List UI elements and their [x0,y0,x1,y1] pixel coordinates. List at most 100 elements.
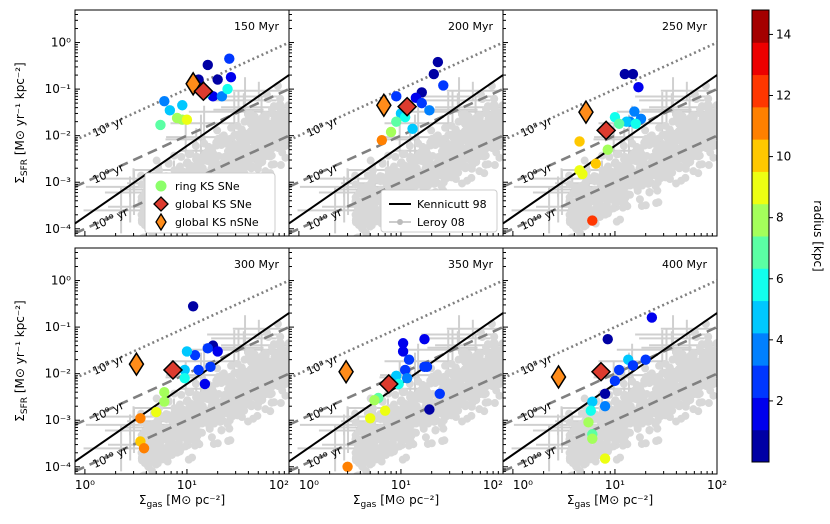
leroy-point [270,353,279,362]
leroy-point [200,388,209,397]
leroy-point [447,121,456,130]
ring-point [379,405,391,416]
ring-point [438,80,449,91]
global-sne-marker [397,96,418,117]
leroy-point [200,150,209,159]
leroy-point [577,409,586,418]
leroy-point [589,206,598,215]
leroy-point [475,116,484,125]
leroy-point [244,110,253,119]
leroy-point [703,369,712,378]
leroy-point [275,369,284,378]
leroy-point [235,382,244,391]
leroy-point [398,455,407,464]
leroy-point [281,379,289,388]
leroy-point [354,471,362,474]
leroy-point [419,419,428,428]
leroy-point [494,111,503,120]
leroy-point [677,414,686,423]
leroy-point [354,447,363,456]
leroy-point [367,459,376,468]
leroy-point [235,144,244,153]
ring-point [627,360,639,371]
leroy-point [225,424,234,433]
leroy-point [224,377,233,386]
leroy-point [426,379,435,388]
depletion-line-1 [289,41,503,142]
leroy-point [565,239,573,247]
leroy-point [153,459,162,468]
leroy-point [637,149,646,158]
leroy-point [480,152,489,161]
leroy-point [637,387,646,396]
leroy-point [400,388,409,397]
leroy-point [687,369,696,378]
leroy-point [480,407,489,416]
leroy-point [191,141,200,150]
leroy-point [140,471,148,474]
leroy-point [241,400,250,409]
leroy-point [663,382,672,391]
leroy-point [412,419,421,428]
leroy-point [456,137,465,146]
y-tick-label: 10⁻² [45,367,72,381]
leroy-point [645,188,654,197]
leroy-point [364,208,373,217]
leroy-point [392,167,401,176]
leroy-point [606,167,615,176]
leroy-point [259,131,268,140]
ring-point [583,417,594,428]
leroy-point [405,141,414,150]
leroy-point [633,419,642,428]
leroy-point [442,412,451,421]
leroy-point [431,132,440,141]
leroy-point [377,457,386,466]
depletion-label: 10⁹ yr [91,161,127,187]
ring-point [189,349,201,361]
leroy-point [281,141,289,150]
ring-point [599,453,611,464]
ring-point [216,91,228,102]
leroy-point [602,200,611,209]
global-sne-marker [596,120,617,141]
leroy-point [641,364,650,373]
leroy-point [387,171,396,180]
leroy-point [606,193,615,202]
ring-point [399,364,411,376]
ring-point [385,126,397,138]
leroy-point [406,390,415,399]
leroy-point [655,123,664,132]
ring-point [587,433,598,444]
y-tick-label: 10⁻³ [45,413,72,427]
ring-point [224,53,235,64]
legend-leroy-point [397,219,403,225]
leroy-point [628,388,637,397]
leroy-point [661,121,670,130]
leroy-point [652,436,661,445]
leroy-point [614,150,623,159]
leroy-point [284,339,289,348]
depletion-label: 10⁸ yr [305,114,341,140]
leroy-point [589,444,598,453]
y-tick-label: 10⁰ [51,274,71,288]
leroy-point [614,388,623,397]
leroy-point [255,379,264,388]
leroy-point [224,139,233,148]
leroy-point [364,182,373,191]
depletion-line-3 [289,372,503,473]
leroy-point [137,239,145,247]
ring-point [181,114,193,125]
leroy-point [652,198,661,207]
leroy-point [212,379,221,388]
ring-point [159,95,170,107]
leroy-point [137,171,146,180]
leroy-point [177,152,186,161]
legend-ring-marker [155,180,167,192]
leroy-point [195,440,204,449]
depletion-line-1 [289,279,503,380]
leroy-point [408,162,417,171]
leroy-point [646,408,655,417]
